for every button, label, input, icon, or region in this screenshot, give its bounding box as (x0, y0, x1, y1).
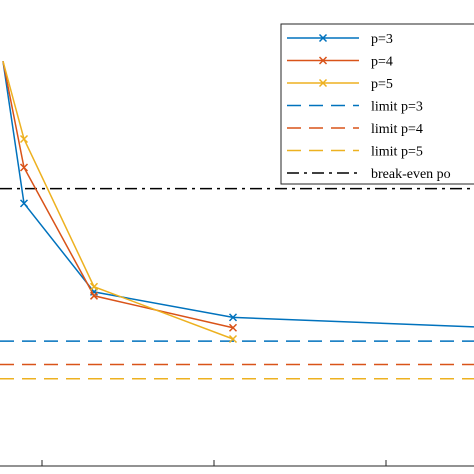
legend-label-p-4: p=4 (371, 55, 393, 70)
data-point-p-5-3 (228, 334, 238, 344)
legend: p=3 p=4 p=5 limit p=3 limit p=4 limit p=5 brea… (280, 23, 474, 185)
legend-box (280, 23, 474, 185)
data-point-p-3-1 (19, 199, 29, 208)
legend-entry-break-even-po: break-even po (287, 167, 451, 182)
data-point-p-4-2 (89, 291, 99, 300)
plot-area (0, 61, 474, 380)
axes (0, 460, 474, 467)
legend-label-p-5: p=5 (371, 77, 393, 92)
data-point-p-3-3 (228, 313, 238, 322)
legend-entry-p-5: p=5 (287, 77, 393, 92)
series-line-p-4 (2, 61, 234, 329)
legend-entry-limit-p-5: limit p=5 (287, 145, 423, 160)
legend-entry-limit-p-4: limit p=4 (287, 122, 423, 137)
data-point-p-5-1 (19, 134, 29, 144)
legend-label-limit-p-4: limit p=4 (371, 122, 423, 137)
data-point-p-4-3 (228, 323, 238, 332)
legend-label-limit-p-3: limit p=3 (371, 100, 423, 115)
legend-label-p-3: p=3 (371, 32, 393, 47)
data-point-p-4-1 (19, 163, 29, 172)
data-point-p-5-2 (89, 282, 99, 291)
series-line-p-5 (2, 61, 234, 340)
legend-entry-p-4: p=4 (287, 55, 393, 70)
legend-entry-p-3: p=3 (287, 32, 393, 47)
legend-label-break-even-po: break-even po (371, 167, 451, 182)
legend-label-limit-p-5: limit p=5 (371, 145, 423, 160)
legend-entry-limit-p-3: limit p=3 (287, 100, 423, 115)
